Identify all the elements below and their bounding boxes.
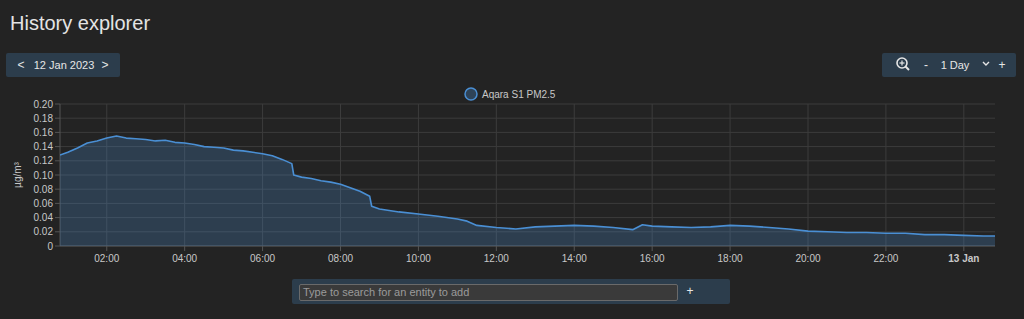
area-fill <box>60 136 995 246</box>
zoom-icon <box>897 58 907 68</box>
legend-swatch <box>465 88 477 100</box>
x-grid-line <box>963 104 964 246</box>
y-grid-line <box>60 132 995 133</box>
x-tick-label: 18:00 <box>718 253 743 264</box>
x-tick-label: 14:00 <box>562 253 587 264</box>
add-button[interactable]: + <box>683 279 697 304</box>
x-tick <box>340 246 341 251</box>
zoom-icon <box>901 61 902 66</box>
x-tick-label: 16:00 <box>640 253 665 264</box>
y-tick-label: 0.14 <box>34 141 54 152</box>
prev-button[interactable]: < <box>14 53 28 77</box>
x-tick-label: 08:00 <box>328 253 353 264</box>
y-tick-label: 0.06 <box>34 198 54 209</box>
x-tick-label: 12:00 <box>484 253 509 264</box>
y-tick-label: 0.04 <box>34 212 54 223</box>
x-tick-label: 04:00 <box>172 253 197 264</box>
y-tick <box>55 118 60 119</box>
x-tick <box>652 246 653 251</box>
x-grid-line <box>652 104 653 246</box>
y-tick-label: 0.18 <box>34 113 54 124</box>
x-tick <box>496 246 497 251</box>
y-tick <box>55 189 60 190</box>
y-tick-label: 0.16 <box>34 127 54 138</box>
legend-label: Aqara S1 PM2.5 <box>482 89 556 100</box>
y-tick <box>55 175 60 176</box>
x-tick <box>418 246 419 251</box>
y-tick-label: 0.20 <box>34 99 54 110</box>
series-line <box>60 136 995 236</box>
x-grid-line <box>885 104 886 246</box>
x-tick-label: 13 Jan <box>948 253 979 264</box>
range-dropdown-icon <box>983 62 989 65</box>
y-tick-label: 0.02 <box>34 226 54 237</box>
y-tick <box>55 231 60 232</box>
y-tick <box>55 246 60 247</box>
y-tick <box>55 132 60 133</box>
x-tick-label: 06:00 <box>250 253 275 264</box>
y-tick <box>55 104 60 105</box>
x-tick <box>963 246 964 251</box>
zoom-icon <box>906 67 910 71</box>
x-tick <box>184 246 185 251</box>
y-tick-label: 0 <box>47 241 53 252</box>
y-tick-label: 0.12 <box>34 155 54 166</box>
y-grid-line <box>60 118 995 119</box>
x-tick <box>262 246 263 251</box>
x-tick-label: 20:00 <box>795 253 820 264</box>
page-title: History explorer <box>10 12 150 35</box>
zoom-in-button[interactable]: + <box>995 53 1009 77</box>
x-grid-line <box>808 104 809 246</box>
next-button[interactable]: > <box>98 53 112 77</box>
chart: 0 0.02 0.04 0.06 0.08 0.10 0.12 0.14 0.16 0.18 0.2… <box>0 0 1024 319</box>
x-grid-line <box>496 104 497 246</box>
x-tick-label: 10:00 <box>406 253 431 264</box>
y-tick <box>55 203 60 204</box>
x-tick <box>574 246 575 251</box>
search-input[interactable]: Type to search for an entity to add <box>299 284 678 301</box>
zoom-out-button[interactable]: - <box>920 53 932 77</box>
y-tick <box>55 217 60 218</box>
plot-area <box>60 136 995 246</box>
y-tick-label: 0.10 <box>34 170 54 181</box>
range-label[interactable]: 1 Day <box>934 53 976 77</box>
y-axis-label: µg/m³ <box>12 161 23 187</box>
y-tick-label: 0.08 <box>34 184 54 195</box>
y-grid-line <box>60 104 995 105</box>
x-tick-label: 02:00 <box>94 253 119 264</box>
x-tick <box>885 246 886 251</box>
x-tick <box>730 246 731 251</box>
x-tick <box>808 246 809 251</box>
zoom-icon <box>900 62 905 63</box>
date-label[interactable]: 12 Jan 2023 <box>30 53 98 77</box>
y-tick <box>55 160 60 161</box>
y-tick <box>55 146 60 147</box>
x-tick <box>106 246 107 251</box>
x-tick-label: 22:00 <box>873 253 898 264</box>
